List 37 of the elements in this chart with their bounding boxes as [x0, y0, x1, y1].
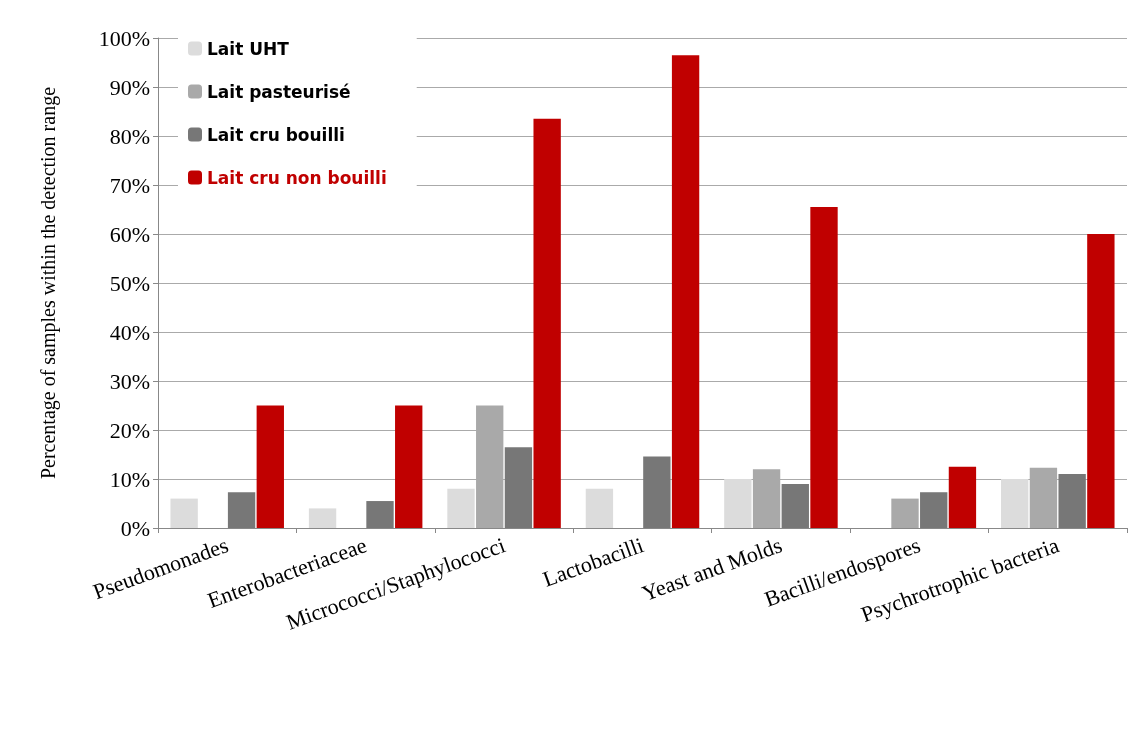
bar [504, 447, 533, 528]
bar [643, 456, 671, 528]
bar [366, 501, 394, 528]
bar [1001, 479, 1029, 528]
y-tick-label: 80% [109, 123, 150, 149]
bar [948, 466, 977, 528]
bar [585, 488, 614, 528]
y-axis-title: Percentage of samples within the detection range [37, 86, 60, 480]
bar [920, 492, 948, 528]
bar [1087, 234, 1115, 528]
bar [891, 498, 919, 528]
y-tick-label: 90% [109, 74, 150, 100]
y-tick-label: 30% [109, 368, 150, 394]
y-tick-label: 60% [109, 221, 150, 247]
bar [395, 405, 423, 528]
y-tick-label: 70% [109, 172, 150, 198]
bar [533, 118, 561, 528]
legend-label: Lait cru bouilli [207, 124, 345, 145]
bar [810, 207, 838, 528]
bar [1058, 474, 1086, 528]
legend-label: Lait cru non bouilli [207, 167, 387, 188]
bar [256, 405, 284, 528]
y-tick-label: 10% [109, 466, 150, 492]
bar [227, 492, 256, 528]
y-tick-label: 0% [120, 515, 150, 541]
bar [308, 508, 337, 528]
bar [447, 488, 475, 528]
bar [170, 498, 198, 528]
bar [671, 55, 700, 528]
y-tick-label: 40% [109, 319, 150, 345]
y-tick-label: 100% [98, 25, 150, 51]
legend-label: Lait pasteurisé [207, 81, 351, 102]
bar [724, 479, 752, 528]
y-tick-label: 50% [109, 270, 150, 296]
y-tick-label: 20% [109, 417, 150, 443]
legend-label: Lait UHT [207, 38, 290, 59]
bar [781, 483, 809, 528]
